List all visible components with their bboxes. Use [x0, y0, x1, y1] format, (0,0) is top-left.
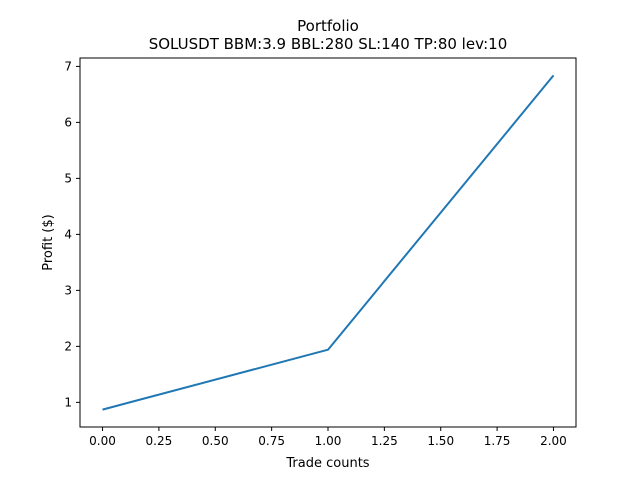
x-tick-label: 2.00 [540, 434, 567, 448]
chart-subtitle: SOLUSDT BBM:3.9 BBL:280 SL:140 TP:80 lev… [149, 35, 508, 53]
plot-area [102, 74, 555, 411]
y-tick-label: 2 [64, 339, 72, 353]
y-axis-label: Profit ($) [41, 214, 56, 270]
y-tick-label: 6 [64, 115, 72, 129]
y-tick-label: 4 [64, 227, 72, 241]
y-tick-label: 7 [64, 59, 72, 73]
x-tick-label: 1.75 [484, 434, 511, 448]
x-tick-label: 1.00 [315, 434, 342, 448]
y-tick-label: 1 [64, 395, 72, 409]
y-axis: 1 2 3 4 5 6 7 [64, 59, 80, 409]
chart-title: Portfolio [297, 17, 359, 35]
x-axis: 0.00 0.25 0.50 0.75 1.00 1.25 1.50 1.75 2.00 [89, 427, 567, 448]
series-line [102, 74, 555, 411]
x-tick-label: 0.50 [202, 434, 229, 448]
x-tick-label: 0.75 [258, 434, 285, 448]
x-tick-label: 1.50 [427, 434, 454, 448]
x-tick-label: 0.00 [89, 434, 116, 448]
y-tick-label: 5 [64, 171, 72, 185]
x-tick-label: 1.25 [371, 434, 398, 448]
y-tick-label: 3 [64, 283, 72, 297]
x-tick-label: 0.25 [146, 434, 173, 448]
x-axis-label: Trade counts [285, 456, 369, 471]
